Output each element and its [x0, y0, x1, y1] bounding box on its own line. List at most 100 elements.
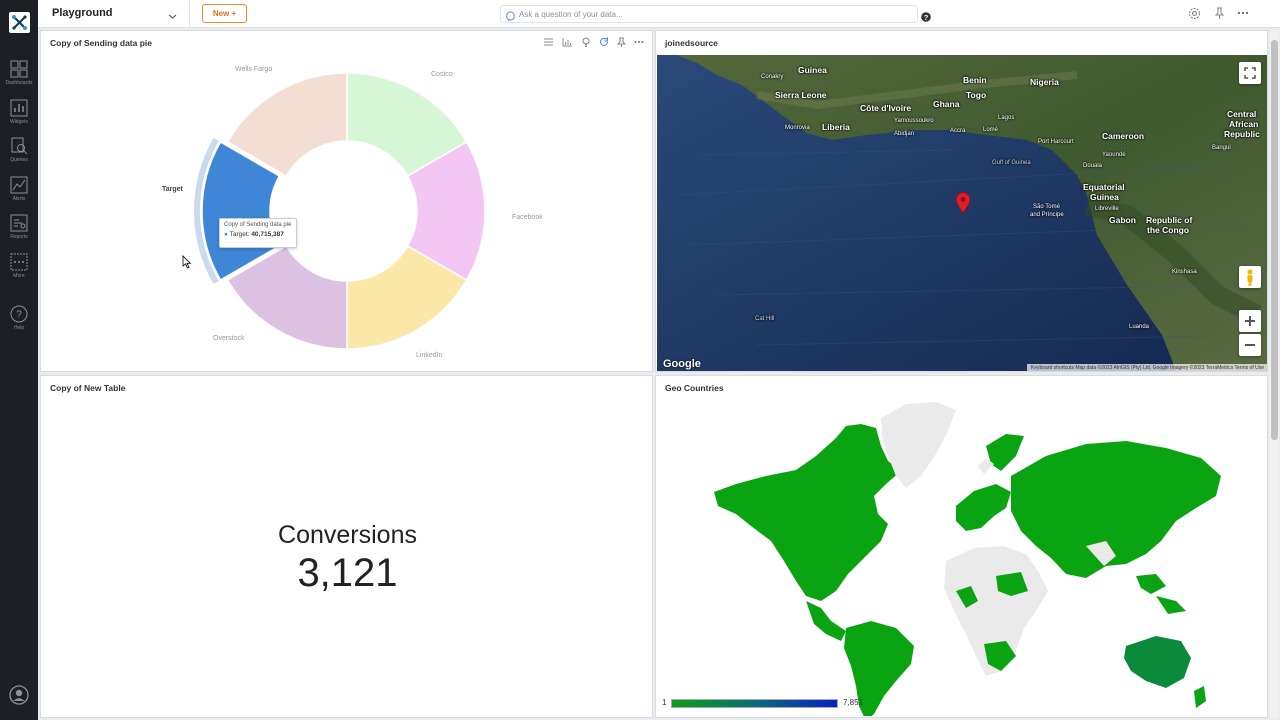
kpi-panel: Copy of New Table Conversions 3,121 [40, 375, 653, 718]
question-circle-icon[interactable]: ? [921, 9, 931, 27]
sidebar-item-reports[interactable]: Reports [0, 214, 38, 240]
country-shape [1124, 636, 1191, 688]
map-label: Gabon [1109, 215, 1136, 225]
map-label: Republic [1224, 129, 1260, 139]
panel-title: joinedsource [665, 38, 718, 48]
country-shape [1136, 574, 1166, 594]
tooltip-value: 40,715,387 [251, 231, 284, 238]
page-scrollbar[interactable] [1270, 30, 1279, 718]
dashboard-title[interactable]: Playground [52, 7, 113, 19]
world-choropleth-map[interactable] [656, 396, 1268, 716]
sidebar-item-label: Alerts [12, 196, 26, 202]
map-label: Nigeria [1030, 77, 1059, 87]
refresh-icon[interactable] [599, 37, 609, 47]
map-label: Benin [963, 75, 987, 85]
mouse-cursor-icon [182, 255, 192, 269]
more-options-icon[interactable] [634, 37, 644, 47]
map-label: Guinea [798, 65, 827, 75]
country-shape [1156, 596, 1186, 614]
kpi-value: 3,121 [297, 551, 398, 595]
pie-label-target: Target [162, 186, 183, 193]
color-scale-legend [671, 699, 838, 708]
kpi-label: Conversions [278, 521, 417, 549]
zoom-out-button[interactable] [1239, 334, 1261, 356]
sidebar-item-queries[interactable]: Queries [0, 137, 38, 163]
map-label: Bangui [1212, 145, 1231, 151]
widgets-icon [10, 99, 28, 117]
pie-label-linkedin: LinkedIn [416, 352, 443, 359]
pie-chart[interactable] [41, 31, 653, 372]
help-icon: ? [10, 305, 28, 323]
sidebar-item-widgets[interactable]: Widgets [0, 99, 38, 125]
tooltip-title: Copy of Sending data pie [224, 222, 292, 228]
map-label: Togo [966, 90, 987, 100]
sidebar-item-label: Widgets [9, 119, 29, 125]
pin-icon[interactable] [617, 37, 626, 48]
fullscreen-button[interactable] [1239, 62, 1261, 84]
country-shape [986, 434, 1024, 471]
map-label: Libreville [1095, 206, 1119, 212]
map-marker-icon[interactable] [955, 192, 971, 214]
top-bar: Playground New + Ask a question of your … [38, 0, 1280, 28]
panel-title: Copy of Sending data pie [50, 38, 153, 48]
country-shape [806, 601, 846, 641]
map-label: Côte d'Ivoire [860, 103, 912, 113]
pie-label-wells-fargo: Wells Fargo [235, 66, 273, 73]
country-shape [984, 641, 1016, 671]
queries-icon [11, 137, 28, 155]
zoom-in-button[interactable] [1239, 310, 1261, 332]
legend-min: 1 [662, 698, 667, 707]
map-label: Douala [1083, 163, 1103, 169]
scrollbar-thumb[interactable] [1271, 40, 1278, 440]
tooltip-row: ● Target: 40,715,387 [224, 231, 284, 238]
map-label: Central [1227, 109, 1257, 119]
pie-label-facebook: Facebook [512, 214, 543, 221]
map-label: Ghana [933, 99, 960, 109]
app-logo-icon[interactable] [9, 12, 30, 33]
sidebar-item-help[interactable]: ? Help [0, 305, 38, 331]
divider [189, 0, 190, 28]
country-shape [978, 458, 994, 474]
ask-question-input[interactable]: Ask a question of your data... [500, 5, 918, 23]
sidebar-item-label: Queries [10, 157, 28, 163]
map-label: Cat Hill [755, 316, 775, 322]
map-panel: joinedsource Guinea Conakry Benin Nigeri… [655, 30, 1268, 372]
sidebar-item-label: Help [13, 325, 25, 331]
sidebar-item-dashboards[interactable]: Dashboards [0, 60, 38, 86]
map-label: Cameroon [1102, 131, 1145, 141]
map-label: Sierra Leone [775, 90, 827, 100]
map-label: Liberia [822, 122, 850, 132]
map-attribution[interactable]: Keyboard shortcuts Map data ©2023 AfriGI… [1026, 364, 1267, 371]
map-label: Lomé [983, 127, 999, 133]
user-avatar-icon[interactable] [9, 685, 29, 705]
sidebar-item-alerts[interactable]: Alerts [0, 176, 38, 202]
bar-chart-icon[interactable] [562, 37, 573, 47]
map-terrain [657, 55, 1267, 371]
pegman-icon [1247, 269, 1253, 286]
fullscreen-icon [1244, 67, 1256, 79]
country-shape [881, 402, 956, 488]
map-label: Equatorial [1083, 182, 1125, 192]
sidebar-item-label: Reports [10, 234, 28, 240]
sidebar-item-more[interactable]: More [0, 253, 38, 279]
sidebar: Dashboards Widgets Queries Alerts Report… [0, 0, 38, 720]
map-label: Republic of [1146, 215, 1193, 225]
lightbulb-icon[interactable] [581, 37, 591, 47]
settings-gear-icon[interactable] [1188, 7, 1201, 25]
pie-slice-wells-fargo[interactable] [226, 72, 348, 178]
satellite-map[interactable]: Guinea Conakry Benin Nigeria Sierra Leon… [657, 55, 1267, 371]
country-shape [714, 424, 901, 601]
street-view-pegman-button[interactable] [1239, 266, 1261, 288]
more-icon [10, 253, 28, 271]
pie-slice-overstock[interactable] [226, 244, 348, 350]
pie-label-costco: Costco [431, 71, 453, 78]
chevron-down-icon[interactable] [168, 8, 177, 26]
alerts-icon [10, 176, 28, 194]
new-button[interactable]: New + [202, 4, 247, 23]
map-label: Accra [950, 128, 966, 134]
list-icon[interactable] [543, 37, 554, 47]
sidebar-item-label: Dashboards [5, 80, 33, 86]
map-label: Luanda [1129, 324, 1150, 330]
more-options-icon[interactable] [1237, 6, 1249, 24]
pin-icon[interactable] [1214, 7, 1225, 25]
